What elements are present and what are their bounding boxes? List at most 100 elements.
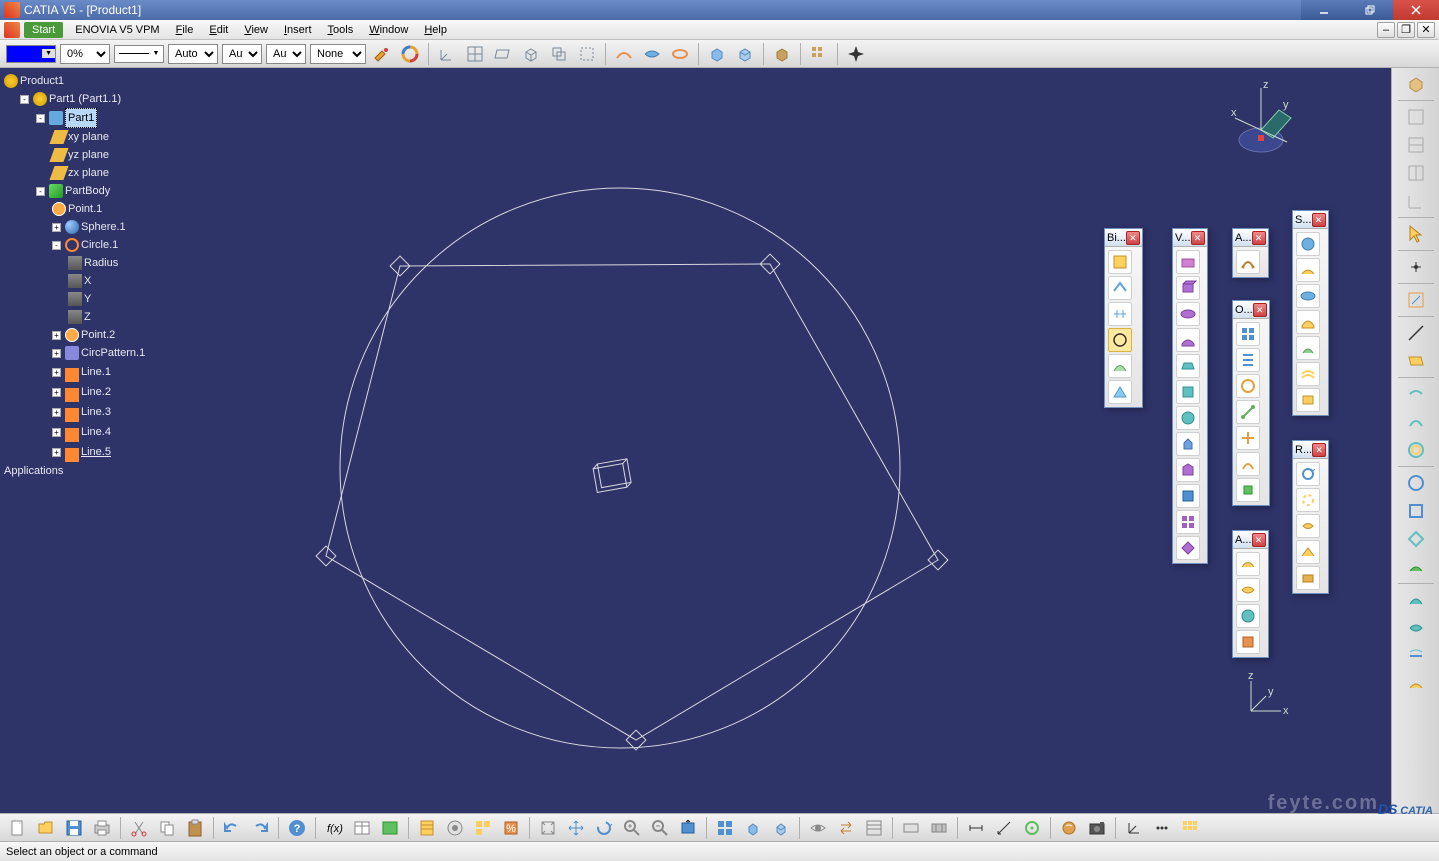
menu-window[interactable]: Window bbox=[361, 22, 416, 38]
matrix-icon[interactable] bbox=[807, 42, 831, 66]
ft-btn[interactable] bbox=[1176, 406, 1200, 430]
lineweight-select[interactable] bbox=[114, 45, 164, 63]
print-icon[interactable] bbox=[90, 816, 114, 840]
tree-line1[interactable]: +Line.1 bbox=[4, 362, 145, 382]
ft-btn[interactable] bbox=[1296, 310, 1320, 334]
ft-close-icon[interactable]: ✕ bbox=[1253, 303, 1267, 317]
ft-btn[interactable] bbox=[1296, 232, 1320, 256]
maximize-button[interactable] bbox=[1347, 0, 1393, 20]
save-icon[interactable] bbox=[62, 816, 86, 840]
tree-applications[interactable]: Applications bbox=[4, 462, 145, 480]
measure-inertia-icon[interactable] bbox=[1020, 816, 1044, 840]
plane-icon[interactable] bbox=[491, 42, 515, 66]
surface2-icon[interactable] bbox=[640, 42, 664, 66]
layer-select[interactable]: None bbox=[310, 44, 366, 64]
ft-btn[interactable] bbox=[1108, 302, 1132, 326]
ft-close-icon[interactable]: ✕ bbox=[1252, 231, 1266, 245]
ft-btn[interactable] bbox=[1296, 540, 1320, 564]
tree-z[interactable]: Z bbox=[4, 308, 145, 326]
tree-xy-plane[interactable]: xy plane bbox=[4, 128, 145, 146]
tree-line5[interactable]: +Line.5 bbox=[4, 442, 145, 462]
ft-btn[interactable] bbox=[1296, 566, 1320, 590]
ft-btn[interactable] bbox=[1176, 458, 1200, 482]
rt-btn[interactable] bbox=[1404, 438, 1428, 462]
tree-partbody[interactable]: -PartBody bbox=[4, 182, 145, 200]
swap-icon[interactable] bbox=[834, 816, 858, 840]
rt-btn[interactable] bbox=[1404, 588, 1428, 612]
rt-btn[interactable] bbox=[1404, 382, 1428, 406]
ft-btn[interactable] bbox=[1108, 276, 1132, 300]
ft-btn[interactable] bbox=[1296, 284, 1320, 308]
ft-btn[interactable] bbox=[1176, 484, 1200, 508]
ft-btn[interactable] bbox=[1296, 336, 1320, 360]
floating-toolbar-s[interactable]: S...✕ bbox=[1292, 210, 1329, 416]
tree-part[interactable]: -Part1 bbox=[4, 108, 145, 128]
rt-btn[interactable] bbox=[1404, 672, 1428, 696]
tree-circle1[interactable]: -Circle.1 bbox=[4, 236, 145, 254]
floating-toolbar-r[interactable]: R...✕ bbox=[1292, 440, 1329, 594]
rt-btn[interactable] bbox=[1404, 105, 1428, 129]
rt-btn[interactable] bbox=[1404, 410, 1428, 434]
select-arrow-icon[interactable] bbox=[1404, 222, 1428, 246]
axis-system-icon[interactable] bbox=[435, 42, 459, 66]
minimize-button[interactable] bbox=[1301, 0, 1347, 20]
compass[interactable]: x y z bbox=[1221, 80, 1301, 160]
floating-toolbar-bi[interactable]: Bi...✕ bbox=[1104, 228, 1143, 408]
floating-toolbar-a2[interactable]: A...✕ bbox=[1232, 530, 1269, 658]
rt-btn[interactable] bbox=[443, 816, 467, 840]
thickness-select[interactable]: Auto bbox=[168, 44, 218, 64]
ft-btn[interactable] bbox=[1236, 322, 1260, 346]
plane-icon[interactable] bbox=[1404, 349, 1428, 373]
shading2-icon[interactable] bbox=[733, 42, 757, 66]
rt-btn[interactable] bbox=[471, 816, 495, 840]
ft-btn[interactable] bbox=[1296, 388, 1320, 412]
tree-line3[interactable]: +Line.3 bbox=[4, 402, 145, 422]
ft-btn[interactable] bbox=[1176, 302, 1200, 326]
clipping-icon[interactable] bbox=[899, 816, 923, 840]
hidden-line-icon[interactable] bbox=[575, 42, 599, 66]
ft-btn[interactable] bbox=[1296, 488, 1320, 512]
fit-all-icon[interactable] bbox=[536, 816, 560, 840]
ft-btn[interactable] bbox=[1176, 380, 1200, 404]
shading-mode-icon[interactable] bbox=[769, 816, 793, 840]
mdi-minimize-button[interactable]: ‒ bbox=[1377, 22, 1395, 38]
tree-point2[interactable]: +Point.2 bbox=[4, 326, 145, 344]
ft-btn[interactable] bbox=[1236, 348, 1260, 372]
redo-icon[interactable] bbox=[248, 816, 272, 840]
floating-toolbar-v[interactable]: V...✕ bbox=[1172, 228, 1208, 564]
paint-icon[interactable] bbox=[370, 42, 394, 66]
menu-edit[interactable]: Edit bbox=[201, 22, 236, 38]
ft-btn[interactable] bbox=[1108, 354, 1132, 378]
measure-sparkle-icon[interactable] bbox=[844, 42, 868, 66]
rt-btn[interactable] bbox=[1404, 555, 1428, 579]
new-icon[interactable] bbox=[6, 816, 30, 840]
design-table-icon[interactable] bbox=[350, 816, 374, 840]
iso-view-icon[interactable] bbox=[741, 816, 765, 840]
tree-part-instance[interactable]: -Part1 (Part1.1) bbox=[4, 90, 145, 108]
mdi-restore-button[interactable]: ❐ bbox=[1397, 22, 1415, 38]
multiview-icon[interactable] bbox=[713, 816, 737, 840]
opacity-select[interactable]: 0% bbox=[60, 44, 110, 64]
tree-x[interactable]: X bbox=[4, 272, 145, 290]
ft-btn[interactable] bbox=[1236, 578, 1260, 602]
ft-btn[interactable] bbox=[1176, 354, 1200, 378]
wireframe-icon[interactable] bbox=[547, 42, 571, 66]
ft-close-icon[interactable]: ✕ bbox=[1126, 231, 1140, 245]
tree-yz-plane[interactable]: yz plane bbox=[4, 146, 145, 164]
ft-btn[interactable] bbox=[1236, 478, 1260, 502]
rt-btn[interactable] bbox=[1404, 499, 1428, 523]
menu-start[interactable]: Start bbox=[24, 22, 63, 38]
rt-btn[interactable] bbox=[1404, 527, 1428, 551]
ft-btn[interactable] bbox=[1236, 630, 1260, 654]
pointsymbol-select[interactable]: Aut bbox=[266, 44, 306, 64]
open-icon[interactable] bbox=[34, 816, 58, 840]
ft-btn[interactable] bbox=[1176, 328, 1200, 352]
ft-btn[interactable] bbox=[1176, 510, 1200, 534]
grid-icon[interactable] bbox=[1178, 816, 1202, 840]
rt-btn[interactable] bbox=[1404, 616, 1428, 640]
menu-help[interactable]: Help bbox=[416, 22, 455, 38]
measure-between-icon[interactable] bbox=[964, 816, 988, 840]
circle-icon[interactable] bbox=[1404, 471, 1428, 495]
ft-btn[interactable] bbox=[1108, 250, 1132, 274]
color-picker[interactable] bbox=[6, 45, 56, 63]
